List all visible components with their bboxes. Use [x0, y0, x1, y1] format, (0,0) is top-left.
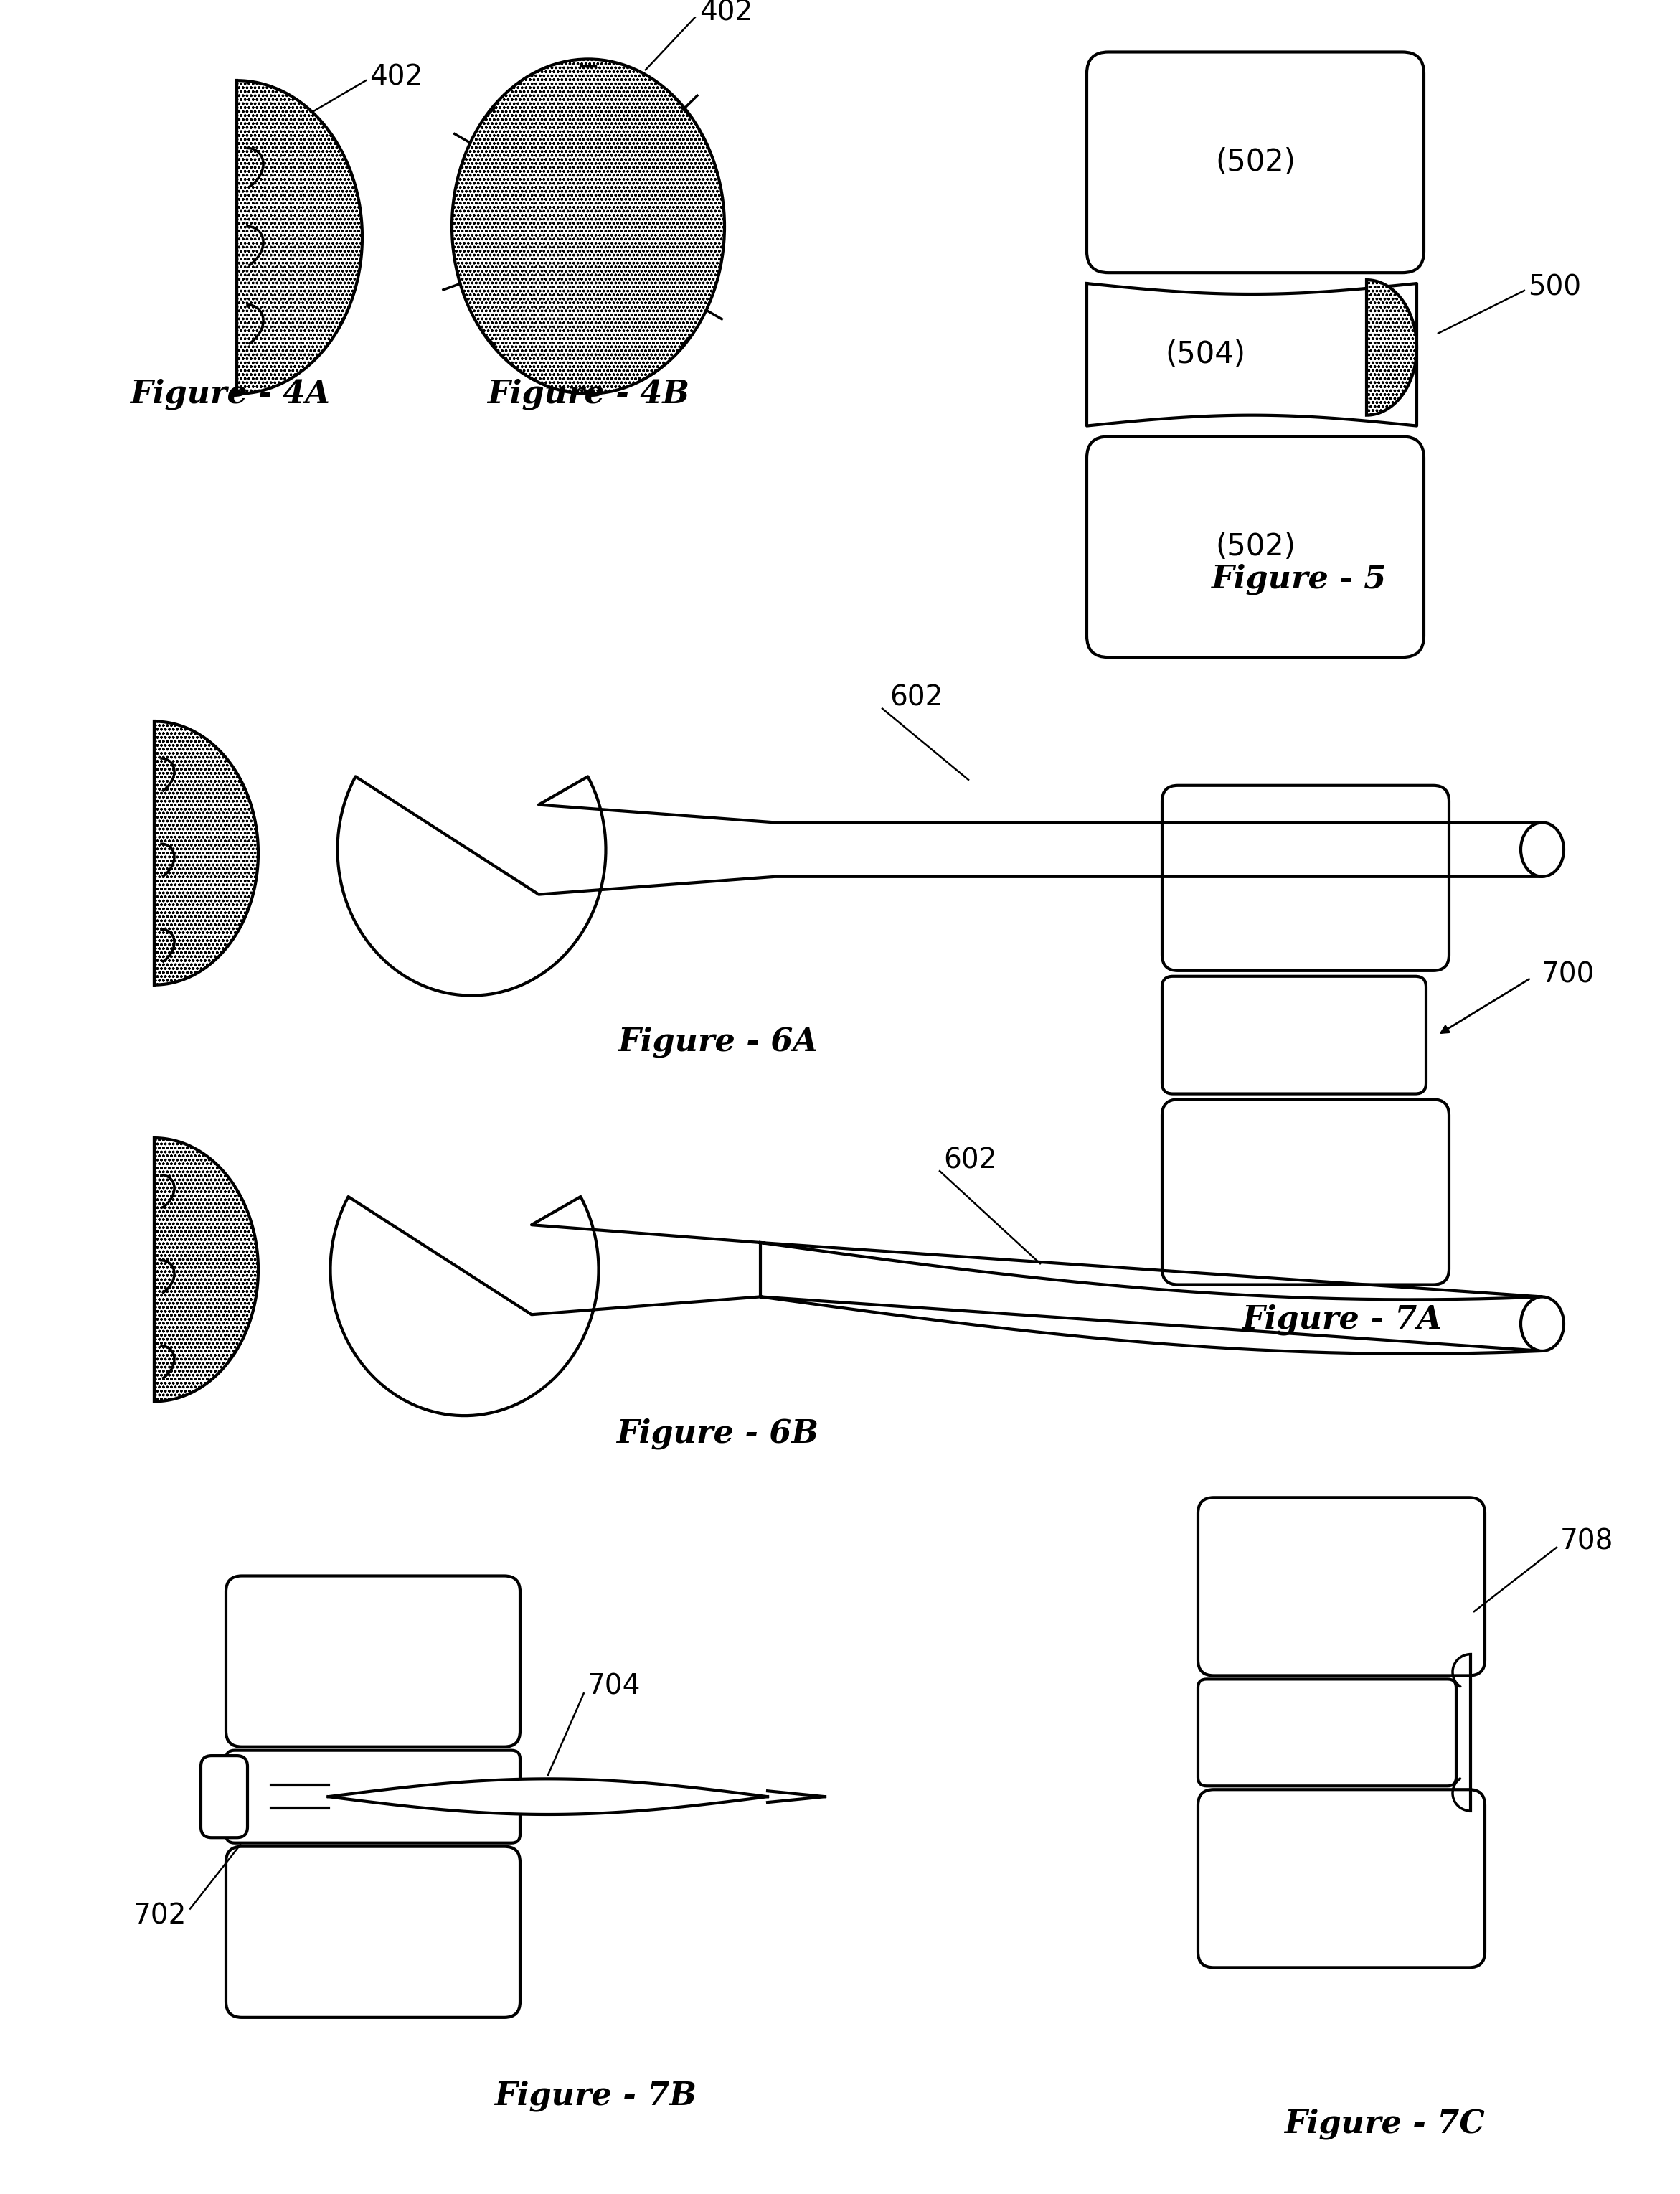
Text: (502): (502) [1215, 147, 1295, 178]
Text: 602: 602 [889, 685, 942, 711]
FancyBboxPatch shape [1198, 1678, 1457, 1786]
Text: 700: 700 [1542, 961, 1594, 987]
PathPatch shape [155, 1139, 259, 1402]
Text: Figure - 7C: Figure - 7C [1284, 2108, 1485, 2139]
PathPatch shape [1366, 281, 1416, 415]
Text: Figure - 5: Figure - 5 [1211, 564, 1386, 595]
FancyBboxPatch shape [1163, 785, 1450, 970]
Text: 500: 500 [1527, 274, 1581, 301]
FancyBboxPatch shape [227, 1575, 521, 1746]
FancyBboxPatch shape [1198, 1499, 1485, 1676]
Polygon shape [1087, 283, 1416, 426]
Text: (504): (504) [1164, 340, 1245, 371]
Ellipse shape [1520, 823, 1564, 878]
Text: Figure - 6A: Figure - 6A [617, 1027, 818, 1058]
FancyBboxPatch shape [1198, 1790, 1485, 1968]
PathPatch shape [155, 722, 259, 985]
FancyBboxPatch shape [1163, 1099, 1450, 1286]
Text: Figure - 6B: Figure - 6B [617, 1417, 818, 1448]
FancyBboxPatch shape [1087, 53, 1425, 272]
FancyBboxPatch shape [227, 1847, 521, 2018]
FancyBboxPatch shape [1087, 437, 1425, 658]
Text: (502): (502) [1215, 531, 1295, 562]
Text: Figure - 7A: Figure - 7A [1242, 1303, 1441, 1336]
Ellipse shape [1520, 1297, 1564, 1352]
FancyBboxPatch shape [1163, 976, 1426, 1095]
Text: 702: 702 [133, 1902, 186, 1929]
Text: Figure - 7B: Figure - 7B [494, 2080, 697, 2111]
Text: 402: 402 [699, 0, 753, 26]
Ellipse shape [452, 59, 724, 393]
Text: Figure - 4A: Figure - 4A [129, 377, 329, 410]
Text: 402: 402 [370, 64, 423, 90]
Text: 704: 704 [588, 1672, 640, 1700]
Text: Figure - 4B: Figure - 4B [487, 377, 689, 410]
Polygon shape [338, 777, 1542, 996]
FancyBboxPatch shape [227, 1751, 521, 1843]
FancyBboxPatch shape [202, 1755, 247, 1839]
Text: 602: 602 [942, 1147, 996, 1174]
Text: 708: 708 [1561, 1527, 1613, 1556]
Polygon shape [331, 1196, 1542, 1415]
PathPatch shape [237, 81, 363, 393]
Polygon shape [328, 1779, 768, 1814]
